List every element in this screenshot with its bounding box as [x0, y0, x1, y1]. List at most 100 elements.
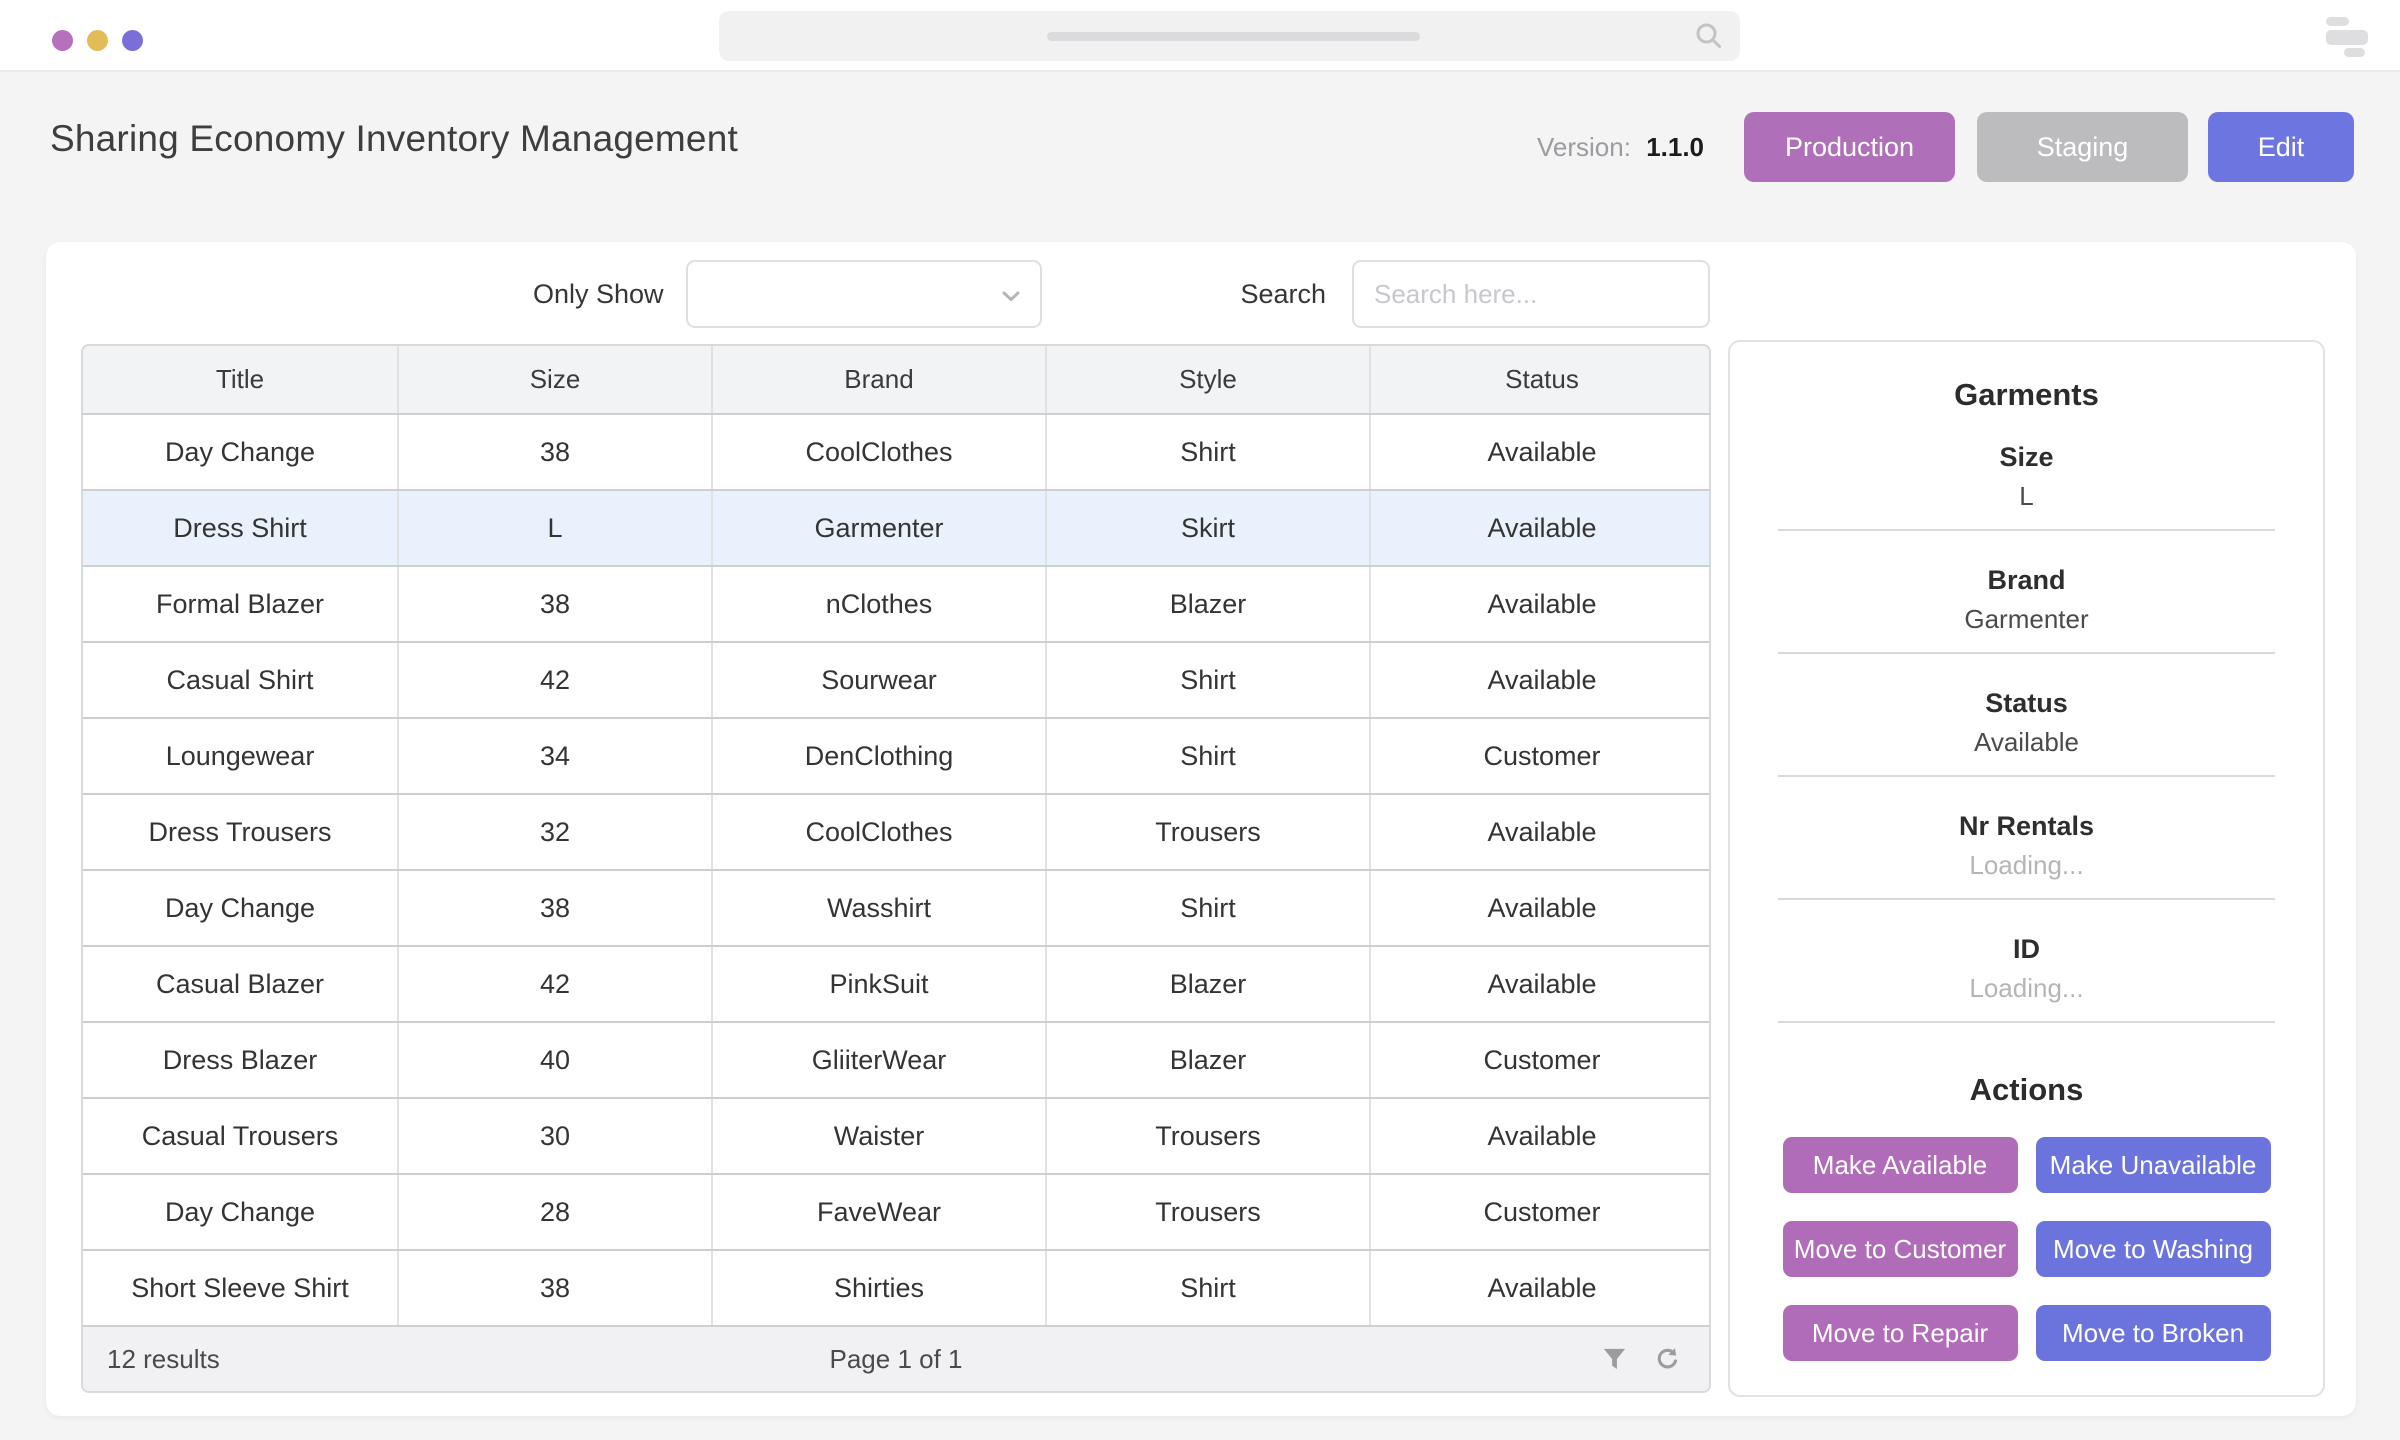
window-dot-2[interactable]: [87, 30, 108, 51]
field-value: Loading...: [1969, 850, 2084, 880]
divider: [1778, 529, 2275, 531]
action-make-available[interactable]: Make Available: [1782, 1137, 2018, 1193]
browser-menu-icon[interactable]: [2324, 17, 2370, 57]
cell-size: 34: [398, 718, 713, 795]
search-label: Search: [1240, 279, 1326, 309]
production-button[interactable]: Production: [1744, 112, 1955, 182]
action-make-unavailable[interactable]: Make Unavailable: [2035, 1137, 2271, 1193]
browser-address-bar[interactable]: [719, 11, 1740, 61]
window-dot-1[interactable]: [52, 30, 73, 51]
cell-brand: Shirties: [712, 1250, 1047, 1327]
panel-field-brand: Brand Garmenter: [1730, 531, 2323, 654]
cell-brand: GliiterWear: [712, 1022, 1047, 1099]
cell-status: Available: [1370, 642, 1709, 719]
cell-size: 38: [398, 1250, 713, 1327]
chevron-down-icon: [1002, 291, 1020, 301]
cell-status: Available: [1370, 946, 1709, 1023]
cell-size: 42: [398, 946, 713, 1023]
cell-style: Shirt: [1046, 414, 1371, 491]
cell-title: Casual Blazer: [83, 946, 399, 1023]
refresh-icon[interactable]: [1654, 1346, 1681, 1373]
cell-title: Short Sleeve Shirt: [83, 1250, 399, 1327]
table-row[interactable]: Casual Trousers 30 Waister Trousers Availabl…: [83, 1098, 1709, 1175]
field-value: Loading...: [1969, 973, 2084, 1003]
table-row[interactable]: Loungewear 34 DenClothing Shirt Customer: [83, 718, 1709, 795]
only-show-select[interactable]: [686, 260, 1042, 328]
cell-brand: Sourwear: [712, 642, 1047, 719]
panel-field-status: Status Available: [1730, 654, 2323, 777]
cell-title: Day Change: [83, 414, 399, 491]
cell-brand: Waister: [712, 1098, 1047, 1175]
column-header-title: Title: [83, 346, 399, 415]
cell-title: Dress Trousers: [83, 794, 399, 871]
table-row[interactable]: Dress Blazer 40 GliiterWear Blazer Customer: [83, 1022, 1709, 1099]
cell-style: Shirt: [1046, 870, 1371, 947]
browser-top-bar: [0, 0, 2400, 72]
field-label: Status: [1985, 688, 2068, 718]
only-show-label: Only Show: [533, 279, 664, 309]
field-label: Brand: [1987, 565, 2066, 595]
version-label: Version:: [1537, 132, 1631, 162]
table-row[interactable]: Day Change 28 FaveWear Trousers Customer: [83, 1174, 1709, 1251]
cell-title: Casual Shirt: [83, 642, 399, 719]
cell-style: Trousers: [1046, 794, 1371, 871]
column-header-size: Size: [398, 346, 713, 415]
table-row[interactable]: Dress Trousers 32 CoolClothes Trousers Avail…: [83, 794, 1709, 871]
cell-size: 40: [398, 1022, 713, 1099]
divider: [1778, 1021, 2275, 1023]
cell-size: 38: [398, 566, 713, 643]
cell-title: Loungewear: [83, 718, 399, 795]
table-row[interactable]: Formal Blazer 38 nClothes Blazer Available: [83, 566, 1709, 643]
column-header-style: Style: [1046, 346, 1371, 415]
garments-panel: Garments Size L Brand Garmenter Status Availa…: [1728, 340, 2325, 1397]
table-row[interactable]: Dress Shirt L Garmenter Skirt Available: [83, 490, 1709, 567]
divider: [1778, 898, 2275, 900]
cell-size: 32: [398, 794, 713, 871]
action-move-to-washing[interactable]: Move to Washing: [2035, 1221, 2271, 1277]
cell-status: Available: [1370, 414, 1709, 491]
table-row[interactable]: Short Sleeve Shirt 38 Shirties Shirt Availab…: [83, 1250, 1709, 1327]
staging-button[interactable]: Staging: [1977, 112, 2188, 182]
cell-title: Formal Blazer: [83, 566, 399, 643]
field-value: L: [2019, 481, 2034, 511]
table-row[interactable]: Casual Shirt 42 Sourwear Shirt Available: [83, 642, 1709, 719]
cell-size: 38: [398, 414, 713, 491]
column-header-brand: Brand: [712, 346, 1047, 415]
cell-status: Customer: [1370, 1022, 1709, 1099]
cell-brand: CoolClothes: [712, 414, 1047, 491]
search-input[interactable]: [1352, 260, 1710, 328]
window-controls: [52, 30, 143, 51]
cell-status: Available: [1370, 490, 1709, 567]
cell-size: 30: [398, 1098, 713, 1175]
panel-title: Garments: [1954, 377, 2099, 412]
cell-status: Customer: [1370, 718, 1709, 795]
cell-title: Dress Blazer: [83, 1022, 399, 1099]
cell-size: L: [398, 490, 713, 567]
panel-field-size: Size L: [1730, 414, 2323, 531]
cell-size: 42: [398, 642, 713, 719]
cell-size: 38: [398, 870, 713, 947]
page-title: Sharing Economy Inventory Management: [50, 118, 738, 159]
cell-style: Skirt: [1046, 490, 1371, 567]
edit-button[interactable]: Edit: [2208, 112, 2354, 182]
inventory-table: Title Size Brand Style Status Day Change 38 Co…: [81, 344, 1711, 1393]
cell-size: 28: [398, 1174, 713, 1251]
action-move-to-repair[interactable]: Move to Repair: [1782, 1305, 2018, 1361]
address-placeholder-line: [1047, 32, 1420, 41]
actions-title: Actions: [1969, 1072, 2084, 1107]
results-count: 12 results: [107, 1343, 220, 1374]
table-body: Day Change 38 CoolClothes Shirt Available Dre…: [83, 414, 1709, 1327]
table-row[interactable]: Day Change 38 Wasshirt Shirt Available: [83, 870, 1709, 947]
table-row[interactable]: Day Change 38 CoolClothes Shirt Available: [83, 414, 1709, 491]
cell-style: Blazer: [1046, 1022, 1371, 1099]
action-move-to-broken[interactable]: Move to Broken: [2035, 1305, 2271, 1361]
action-move-to-customer[interactable]: Move to Customer: [1782, 1221, 2018, 1277]
filter-icon[interactable]: [1601, 1346, 1628, 1373]
table-row[interactable]: Casual Blazer 42 PinkSuit Blazer Available: [83, 946, 1709, 1023]
page-indicator: Page 1 of 1: [829, 1343, 963, 1374]
cell-title: Day Change: [83, 870, 399, 947]
search-icon: [1696, 23, 1721, 48]
cell-brand: DenClothing: [712, 718, 1047, 795]
version-info: Version: 1.1.0: [1537, 132, 1704, 163]
window-dot-3[interactable]: [122, 30, 143, 51]
